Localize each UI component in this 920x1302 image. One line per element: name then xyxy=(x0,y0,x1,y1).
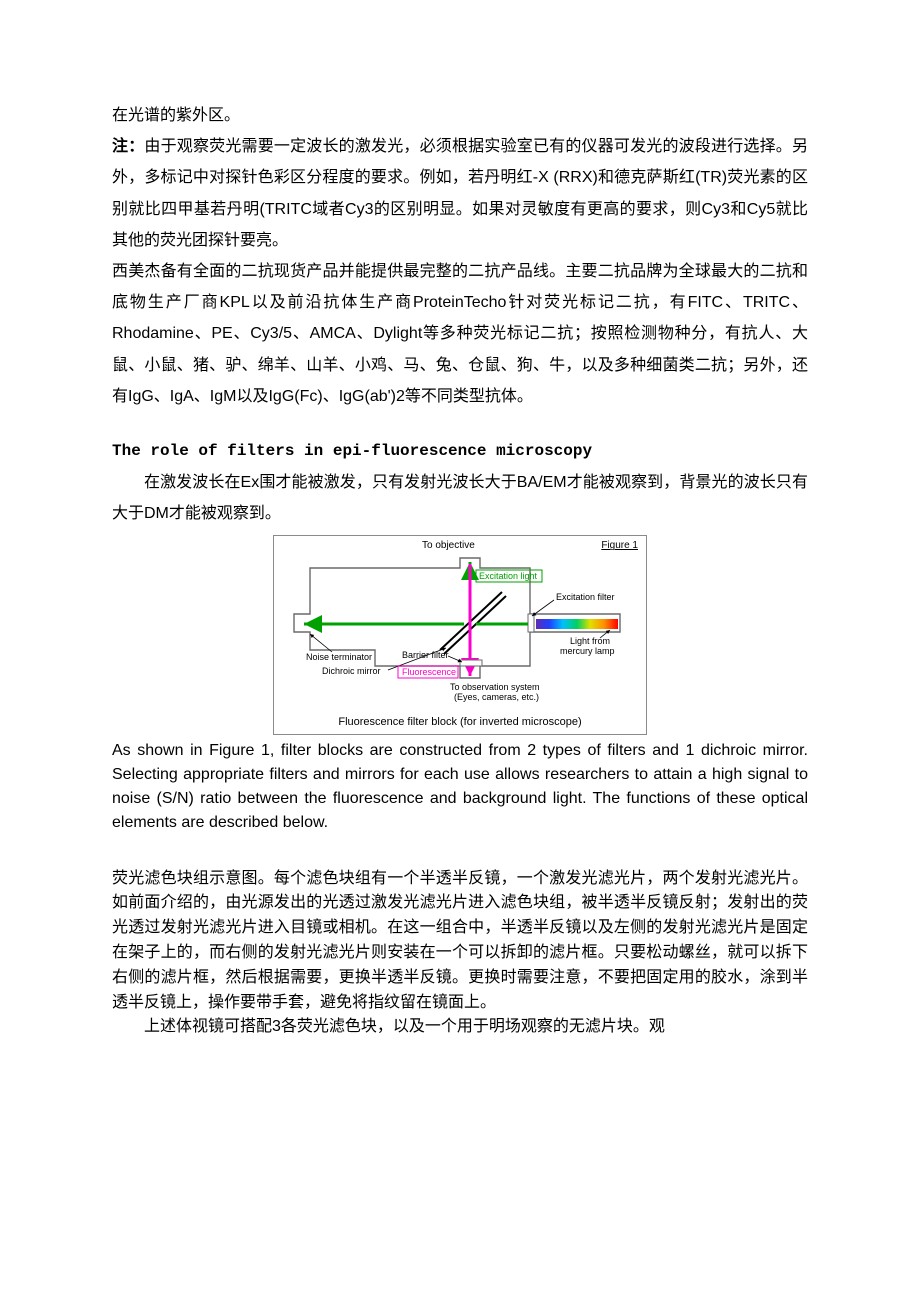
label-barrier-filter: Barrier filter xyxy=(402,650,449,660)
figure-caption: Fluorescence filter block (for inverted … xyxy=(280,714,640,729)
paragraph-7: 上述体视镜可搭配3各荧光滤色块，以及一个用于明场观察的无滤片块。观 xyxy=(112,1015,808,1040)
figure-1: To objective Figure 1 xyxy=(273,535,647,734)
figure-svg: Excitation light Excitation filter Light… xyxy=(280,554,640,714)
spacer-2 xyxy=(112,835,808,851)
figure-top-left: To objective xyxy=(282,540,475,552)
paragraph-6: 荧光滤色块组示意图。每个滤色块组有一个半透半反镜，一个激发光滤光片，两个发射光滤… xyxy=(112,867,808,1016)
label-excitation-filter: Excitation filter xyxy=(556,592,615,602)
label-excitation-light: Excitation light xyxy=(479,571,538,581)
paragraph-2: 注：由于观察荧光需要一定波长的激发光，必须根据实验室已有的仪器可发光的波段进行选… xyxy=(112,131,808,256)
note-label: 注： xyxy=(112,138,144,155)
label-noise-terminator: Noise terminator xyxy=(306,652,372,662)
document-page: 在光谱的紫外区。 注：由于观察荧光需要一定波长的激发光，必须根据实验室已有的仪器… xyxy=(0,0,920,1100)
paragraph-3: 西美杰备有全面的二抗现货产品并能提供最完整的二抗产品线。主要二抗品牌为全球最大的… xyxy=(112,256,808,412)
figure-header: To objective Figure 1 xyxy=(280,540,640,554)
label-to-observation-2: (Eyes, cameras, etc.) xyxy=(454,692,539,702)
paragraph-2-text: 由于观察荧光需要一定波长的激发光，必须根据实验室已有的仪器可发光的波段进行选择。… xyxy=(112,138,808,249)
label-fluorescence: Fluorescence xyxy=(402,667,456,677)
spacer xyxy=(112,412,808,428)
label-light-from: Light from xyxy=(570,636,610,646)
label-mercury-lamp: mercury lamp xyxy=(560,646,615,656)
paragraph-4: 在激发波长在Ex围才能被激发，只有发射光波长大于BA/EM才能被观察到，背景光的… xyxy=(112,467,808,529)
figure-container: To objective Figure 1 xyxy=(112,535,808,736)
label-to-observation-1: To observation system xyxy=(450,682,540,692)
paragraph-5: As shown in Figure 1, filter blocks are … xyxy=(112,739,808,835)
paragraph-1: 在光谱的紫外区。 xyxy=(112,100,808,131)
spacer-3 xyxy=(112,851,808,867)
figure-top-right: Figure 1 xyxy=(601,540,638,552)
section-title: The role of filters in epi-fluorescence … xyxy=(112,436,808,467)
label-dichroic-mirror: Dichroic mirror xyxy=(322,666,381,676)
